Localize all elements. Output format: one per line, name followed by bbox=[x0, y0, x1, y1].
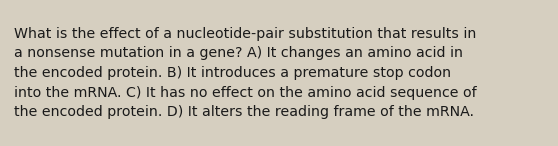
Text: What is the effect of a nucleotide-pair substitution that results in
a nonsense : What is the effect of a nucleotide-pair … bbox=[14, 27, 477, 119]
